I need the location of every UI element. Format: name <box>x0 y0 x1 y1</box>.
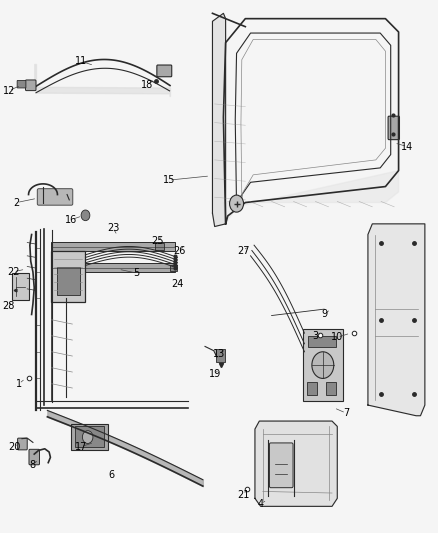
Text: 2: 2 <box>14 198 20 207</box>
Text: 20: 20 <box>8 442 20 451</box>
Text: 4: 4 <box>258 499 264 508</box>
FancyBboxPatch shape <box>18 438 27 450</box>
Polygon shape <box>212 13 226 227</box>
Text: 1: 1 <box>16 379 22 389</box>
Text: 25: 25 <box>152 236 164 246</box>
Text: 5: 5 <box>133 268 139 278</box>
Circle shape <box>82 431 93 443</box>
FancyBboxPatch shape <box>71 424 108 450</box>
FancyBboxPatch shape <box>326 382 336 395</box>
FancyBboxPatch shape <box>12 273 29 300</box>
Circle shape <box>230 195 244 212</box>
Text: 26: 26 <box>173 246 186 255</box>
Text: 3: 3 <box>312 331 318 341</box>
FancyBboxPatch shape <box>57 267 80 295</box>
Text: 9: 9 <box>321 310 327 319</box>
Text: 7: 7 <box>343 408 349 418</box>
Text: 12: 12 <box>3 86 15 95</box>
FancyBboxPatch shape <box>155 243 164 250</box>
Text: 14: 14 <box>401 142 413 151</box>
FancyBboxPatch shape <box>170 265 177 271</box>
FancyBboxPatch shape <box>307 382 317 395</box>
Text: 13: 13 <box>213 350 225 359</box>
FancyBboxPatch shape <box>51 242 175 251</box>
Text: 18: 18 <box>141 80 153 90</box>
Text: 8: 8 <box>30 460 36 470</box>
FancyBboxPatch shape <box>308 336 336 347</box>
Polygon shape <box>255 421 337 506</box>
FancyBboxPatch shape <box>51 263 175 272</box>
FancyBboxPatch shape <box>37 189 73 205</box>
FancyBboxPatch shape <box>388 116 399 140</box>
Text: 28: 28 <box>2 302 14 311</box>
Text: 17: 17 <box>75 442 87 451</box>
FancyBboxPatch shape <box>216 349 225 362</box>
Text: 10: 10 <box>331 333 343 342</box>
Text: 24: 24 <box>171 279 184 288</box>
Text: 11: 11 <box>75 56 87 66</box>
FancyBboxPatch shape <box>17 80 26 88</box>
Text: 6: 6 <box>109 471 115 480</box>
Text: 19: 19 <box>208 369 221 379</box>
Circle shape <box>81 210 90 221</box>
Text: 27: 27 <box>237 246 249 255</box>
FancyBboxPatch shape <box>157 65 172 77</box>
Text: 23: 23 <box>107 223 119 233</box>
Polygon shape <box>368 224 425 416</box>
Text: 16: 16 <box>65 215 78 224</box>
FancyBboxPatch shape <box>303 329 343 401</box>
Text: 21: 21 <box>237 490 249 499</box>
FancyBboxPatch shape <box>75 426 104 447</box>
FancyBboxPatch shape <box>269 443 293 488</box>
FancyBboxPatch shape <box>25 80 36 91</box>
Text: 22: 22 <box>7 267 19 277</box>
Circle shape <box>312 352 334 378</box>
Text: 15: 15 <box>162 175 175 185</box>
FancyBboxPatch shape <box>51 251 85 302</box>
FancyBboxPatch shape <box>29 449 39 465</box>
Polygon shape <box>223 171 399 224</box>
